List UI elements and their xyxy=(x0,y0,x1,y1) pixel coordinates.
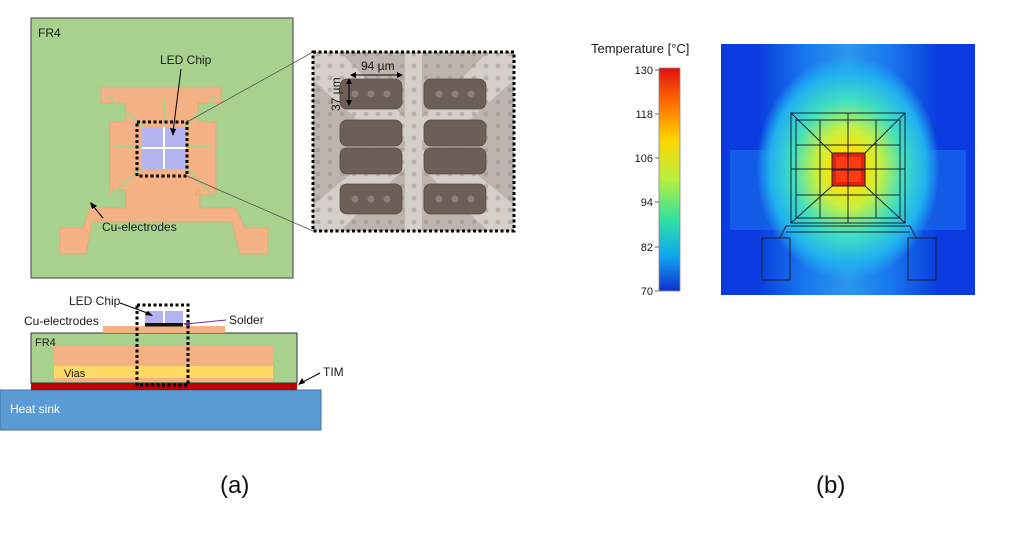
led-chip-top xyxy=(142,127,186,169)
tick-2: 106 xyxy=(635,153,653,165)
heat-sink-label: Heat sink xyxy=(10,402,61,416)
tick-0: 130 xyxy=(635,65,653,77)
width-dimension: 94 µm xyxy=(350,59,403,78)
cs-chip-label: LED Chip xyxy=(69,294,121,308)
fr4-label: FR4 xyxy=(38,26,61,40)
caption-a: (a) xyxy=(220,472,249,499)
tick-1: 118 xyxy=(635,109,653,121)
tick-4: 82 xyxy=(641,242,653,254)
led-chip-label: LED Chip xyxy=(160,53,212,67)
cs-fr4-label: FR4 xyxy=(35,337,56,349)
cu-electrodes-label: Cu-electrodes xyxy=(102,220,177,234)
tick-3: 94 xyxy=(641,197,653,209)
colorbar: Temperature [°C] 130 118 106 94 82 70 xyxy=(591,41,689,298)
tick-5: 70 xyxy=(641,286,653,298)
caption-b: (b) xyxy=(816,472,845,499)
colorbar-title: Temperature [°C] xyxy=(591,41,689,56)
tim-label: TIM xyxy=(323,365,344,379)
section-box xyxy=(135,303,190,387)
svg-text:37 µm: 37 µm xyxy=(329,77,343,111)
top-copper xyxy=(103,326,225,333)
solder-layer xyxy=(145,323,183,327)
zoom-box xyxy=(135,120,189,178)
zoom-micrograph: 94 µm 37 µm xyxy=(311,50,516,233)
svg-text:94 µm: 94 µm xyxy=(361,59,395,73)
heat-sink xyxy=(0,389,322,431)
cross-section: Heat sink FR4 Vias LED Chip Cu-electrode… xyxy=(0,294,344,431)
thermal-map xyxy=(721,44,975,295)
solder-label: Solder xyxy=(229,313,264,327)
top-view: FR4 LED Chip Cu-electrodes xyxy=(30,17,314,279)
layout-outline xyxy=(761,112,937,281)
cs-vias-label: Vias xyxy=(64,368,86,380)
vias-layer xyxy=(54,366,273,378)
cs-electrodes-label: Cu-electrodes xyxy=(24,314,99,328)
height-dimension: 37 µm xyxy=(329,77,352,111)
